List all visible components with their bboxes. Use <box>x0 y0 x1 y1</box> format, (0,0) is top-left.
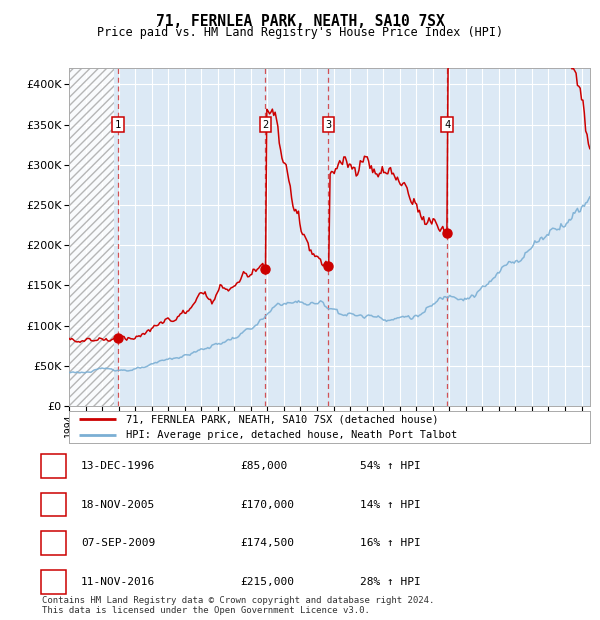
Text: 14% ↑ HPI: 14% ↑ HPI <box>360 500 421 510</box>
Text: £85,000: £85,000 <box>240 461 287 471</box>
Text: £170,000: £170,000 <box>240 500 294 510</box>
Text: 3: 3 <box>50 538 57 548</box>
Text: 2: 2 <box>50 500 57 510</box>
Text: 11-NOV-2016: 11-NOV-2016 <box>81 577 155 587</box>
Text: 18-NOV-2005: 18-NOV-2005 <box>81 500 155 510</box>
Text: HPI: Average price, detached house, Neath Port Talbot: HPI: Average price, detached house, Neat… <box>126 430 458 440</box>
Text: 54% ↑ HPI: 54% ↑ HPI <box>360 461 421 471</box>
Text: 4: 4 <box>444 120 450 130</box>
Text: 13-DEC-1996: 13-DEC-1996 <box>81 461 155 471</box>
Text: 1: 1 <box>115 120 121 130</box>
Text: 71, FERNLEA PARK, NEATH, SA10 7SX (detached house): 71, FERNLEA PARK, NEATH, SA10 7SX (detac… <box>126 414 439 424</box>
Text: £174,500: £174,500 <box>240 538 294 548</box>
Text: 2: 2 <box>262 120 269 130</box>
Text: 16% ↑ HPI: 16% ↑ HPI <box>360 538 421 548</box>
Text: 3: 3 <box>325 120 331 130</box>
Text: 4: 4 <box>50 577 57 587</box>
Text: 28% ↑ HPI: 28% ↑ HPI <box>360 577 421 587</box>
Text: 1: 1 <box>50 461 57 471</box>
Text: Price paid vs. HM Land Registry's House Price Index (HPI): Price paid vs. HM Land Registry's House … <box>97 26 503 39</box>
Text: £215,000: £215,000 <box>240 577 294 587</box>
Text: Contains HM Land Registry data © Crown copyright and database right 2024.
This d: Contains HM Land Registry data © Crown c… <box>42 596 434 615</box>
Text: 07-SEP-2009: 07-SEP-2009 <box>81 538 155 548</box>
Text: 71, FERNLEA PARK, NEATH, SA10 7SX: 71, FERNLEA PARK, NEATH, SA10 7SX <box>155 14 445 29</box>
